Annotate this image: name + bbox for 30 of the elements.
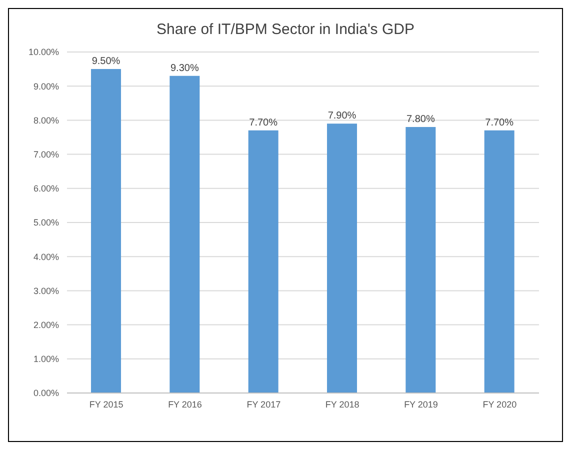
data-label: 7.80% — [406, 114, 435, 126]
data-label: 9.50% — [92, 56, 120, 68]
y-tick-label: 2.00% — [33, 320, 59, 330]
y-tick-label: 1.00% — [33, 354, 59, 364]
x-tick-label: FY 2017 — [246, 399, 281, 410]
y-tick-label: 9.00% — [33, 81, 59, 92]
bar — [406, 127, 436, 393]
bar — [170, 76, 200, 393]
bar — [327, 124, 357, 393]
x-tick-label: FY 2016 — [168, 399, 202, 410]
y-tick-label: 0.00% — [33, 388, 59, 398]
bar — [248, 130, 278, 393]
x-tick-label: FY 2020 — [482, 399, 517, 410]
x-tick-label: FY 2019 — [404, 399, 438, 410]
y-tick-label: 3.00% — [33, 286, 59, 296]
data-label: 9.30% — [170, 62, 199, 74]
chart-title: Share of IT/BPM Sector in India's GDP — [156, 21, 416, 38]
data-label: 7.90% — [328, 110, 356, 122]
data-label: 7.70% — [485, 117, 514, 128]
data-label: 7.70% — [249, 117, 278, 128]
y-tick-label: 8.00% — [33, 115, 59, 126]
y-tick-label: 4.00% — [33, 252, 59, 262]
bar — [484, 130, 514, 393]
y-tick-label: 6.00% — [33, 184, 59, 194]
x-tick-label: FY 2018 — [325, 399, 360, 410]
bar — [91, 69, 121, 393]
y-tick-label: 10.00% — [28, 47, 59, 58]
x-tick-label: FY 2015 — [89, 399, 124, 410]
y-tick-label: 5.00% — [33, 218, 59, 228]
y-tick-label: 7.00% — [33, 149, 59, 160]
